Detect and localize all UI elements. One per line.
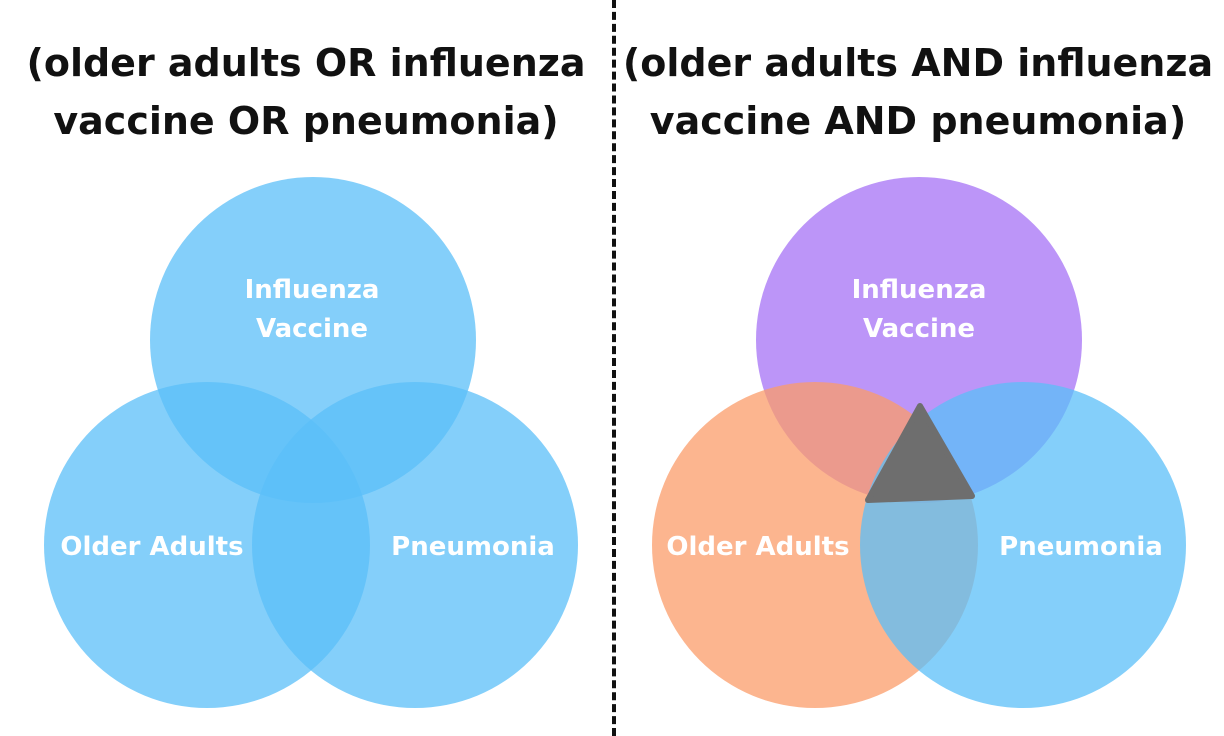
and-title-line2: vaccine AND pneumonia) xyxy=(649,99,1187,143)
or-circle-pneumonia xyxy=(252,382,578,708)
or-label-pneumonia: Pneumonia xyxy=(391,532,555,562)
or-label-influenza-line1: Influenza xyxy=(245,275,380,305)
and-panel: (older adults AND influenza vaccine AND … xyxy=(612,0,1224,736)
or-label-influenza-line2: Vaccine xyxy=(256,314,368,344)
and-label-influenza-line2: Vaccine xyxy=(863,314,975,344)
and-title-line1: (older adults AND influenza xyxy=(622,41,1214,85)
or-label-older-adults: Older Adults xyxy=(60,532,243,562)
and-intersection-triangle xyxy=(865,403,975,503)
or-panel: (older adults OR influenza vaccine OR pn… xyxy=(0,34,612,708)
or-title: (older adults OR influenza vaccine OR pn… xyxy=(0,34,612,150)
and-label-pneumonia: Pneumonia xyxy=(999,532,1163,562)
and-label-older-adults: Older Adults xyxy=(666,532,849,562)
panel-divider xyxy=(612,0,616,736)
or-title-line2: vaccine OR pneumonia) xyxy=(53,99,559,143)
and-label-influenza-line1: Influenza xyxy=(852,275,987,305)
or-venn-diagram: Influenza Vaccine Older Adults Pneumonia xyxy=(44,177,578,708)
and-title: (older adults AND influenza vaccine AND … xyxy=(612,34,1224,150)
and-venn-diagram: Influenza Vaccine Older Adults Pneumonia xyxy=(652,177,1186,708)
or-title-line1: (older adults OR influenza xyxy=(26,41,586,85)
